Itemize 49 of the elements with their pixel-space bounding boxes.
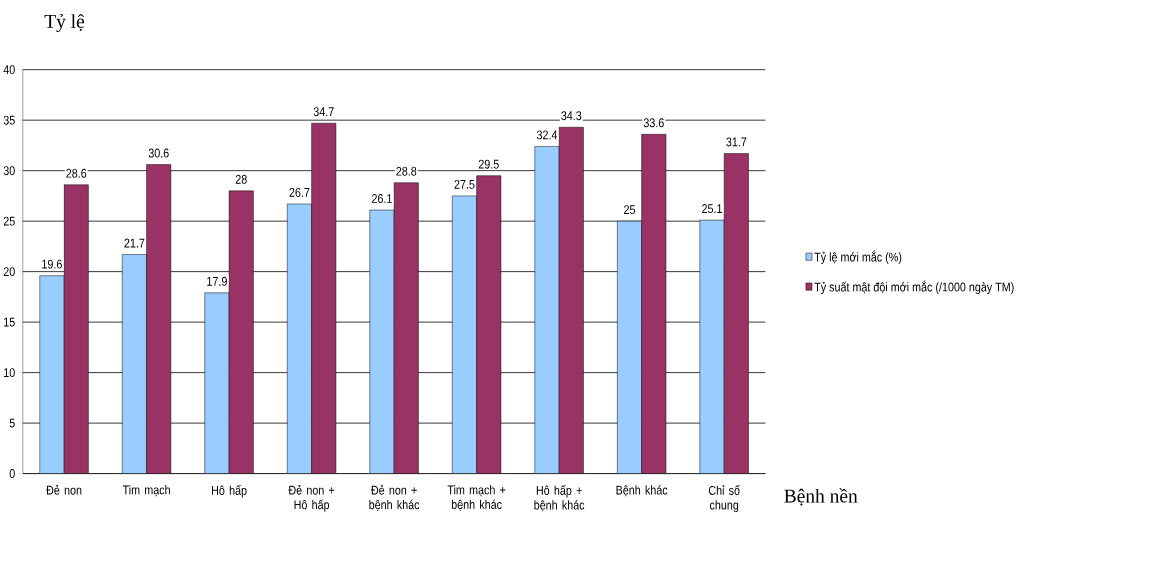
data-label: 25 — [624, 204, 636, 214]
bar — [641, 134, 666, 474]
data-label: 26.7 — [289, 187, 310, 197]
legend-label: Tỷ suất mật đội mới mắc (/1000 ngày TM) — [814, 280, 1014, 294]
bar — [394, 182, 419, 474]
data-label: 21.7 — [124, 238, 145, 248]
data-label: 28 — [235, 174, 247, 184]
bar — [64, 184, 89, 474]
x-tick-label: Hô hấp + bệnh khác — [534, 484, 585, 512]
data-label: 27.5 — [454, 179, 475, 189]
x-tick-label: Bệnh khác — [616, 484, 668, 497]
y-tick-label: 20 — [3, 266, 15, 276]
y-tick-label: 30 — [3, 165, 15, 175]
x-tick-label: Đẻ non — [46, 484, 82, 495]
bar — [229, 190, 254, 474]
y-tick-label: 25 — [3, 216, 15, 226]
bar — [146, 164, 171, 474]
y-tick-label: 0 — [9, 468, 15, 478]
data-label: 29.5 — [478, 159, 499, 169]
data-label: 34.3 — [561, 110, 582, 120]
data-label: 31.7 — [726, 137, 747, 147]
bar — [559, 127, 584, 474]
y-tick-label: 5 — [9, 418, 15, 428]
data-label: 28.8 — [396, 166, 417, 176]
y-tick-label: 35 — [3, 115, 15, 125]
data-label: 25.1 — [702, 203, 722, 213]
x-tick-label: Chỉ số chung — [708, 484, 740, 512]
data-label: 28.6 — [66, 168, 87, 178]
x-tick-label: Đẻ non + Hô hấp — [288, 484, 335, 512]
x-tick-label: Đẻ non + bệnh khác — [369, 484, 420, 511]
x-tick-label: Hô hấp — [212, 484, 247, 498]
data-label: 34.7 — [313, 106, 334, 116]
y-tick-label: 40 — [3, 64, 15, 74]
data-label: 26.1 — [372, 193, 392, 203]
data-label: 19.6 — [42, 259, 62, 269]
x-axis-title: Bệnh nền — [784, 488, 858, 506]
y-tick-label: 15 — [4, 317, 15, 327]
x-tick-label: Tim mạch — [122, 484, 170, 496]
bar — [723, 153, 749, 474]
bar — [311, 122, 336, 474]
x-tick-label: Tim mạch + bệnh khác — [447, 484, 506, 511]
data-label: 32.4 — [536, 130, 558, 140]
y-axis-title: Tỷ lệ — [44, 13, 85, 32]
y-tick-label: 10 — [4, 367, 15, 377]
data-label: 17.9 — [207, 276, 227, 286]
bar — [476, 175, 501, 474]
legend-label: Tỷ lệ mới mắc (%) — [814, 250, 902, 264]
data-label: 33.6 — [643, 118, 664, 128]
data-label: 30.6 — [148, 148, 169, 158]
